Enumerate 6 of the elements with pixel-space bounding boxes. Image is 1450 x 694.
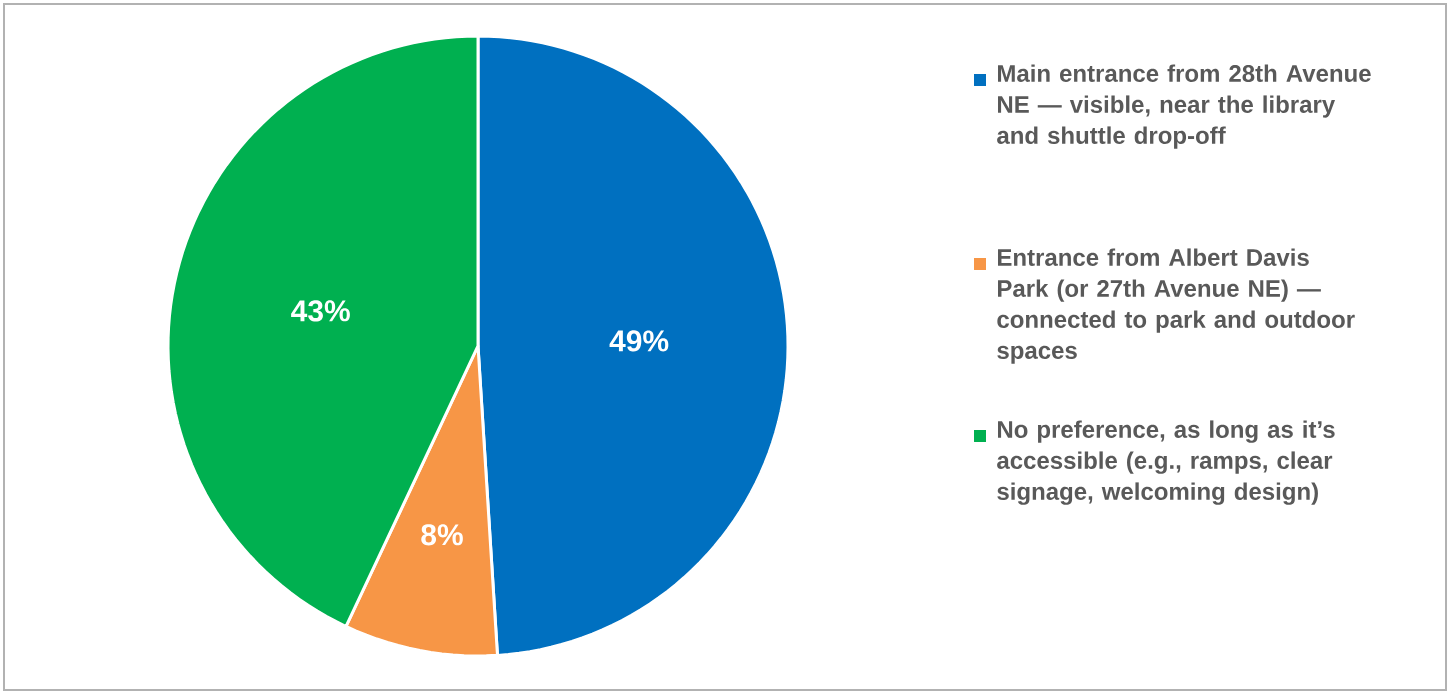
data-label: 49% [609, 330, 669, 352]
legend-label: Main entrance from 28th Avenue NE — visible, near the library and shuttle drop-off [997, 64, 1371, 149]
data-label: 43% [291, 300, 350, 322]
legend-label: Entrance from Albert Davis Park (or 27th Avenue NE) — connected to park and outdoor spaces [997, 248, 1355, 364]
data-label: 8% [421, 524, 463, 546]
legend-label: No preference, as long as it’s accessible (e.g., ramps, clear signage, welcoming design) [997, 420, 1335, 505]
